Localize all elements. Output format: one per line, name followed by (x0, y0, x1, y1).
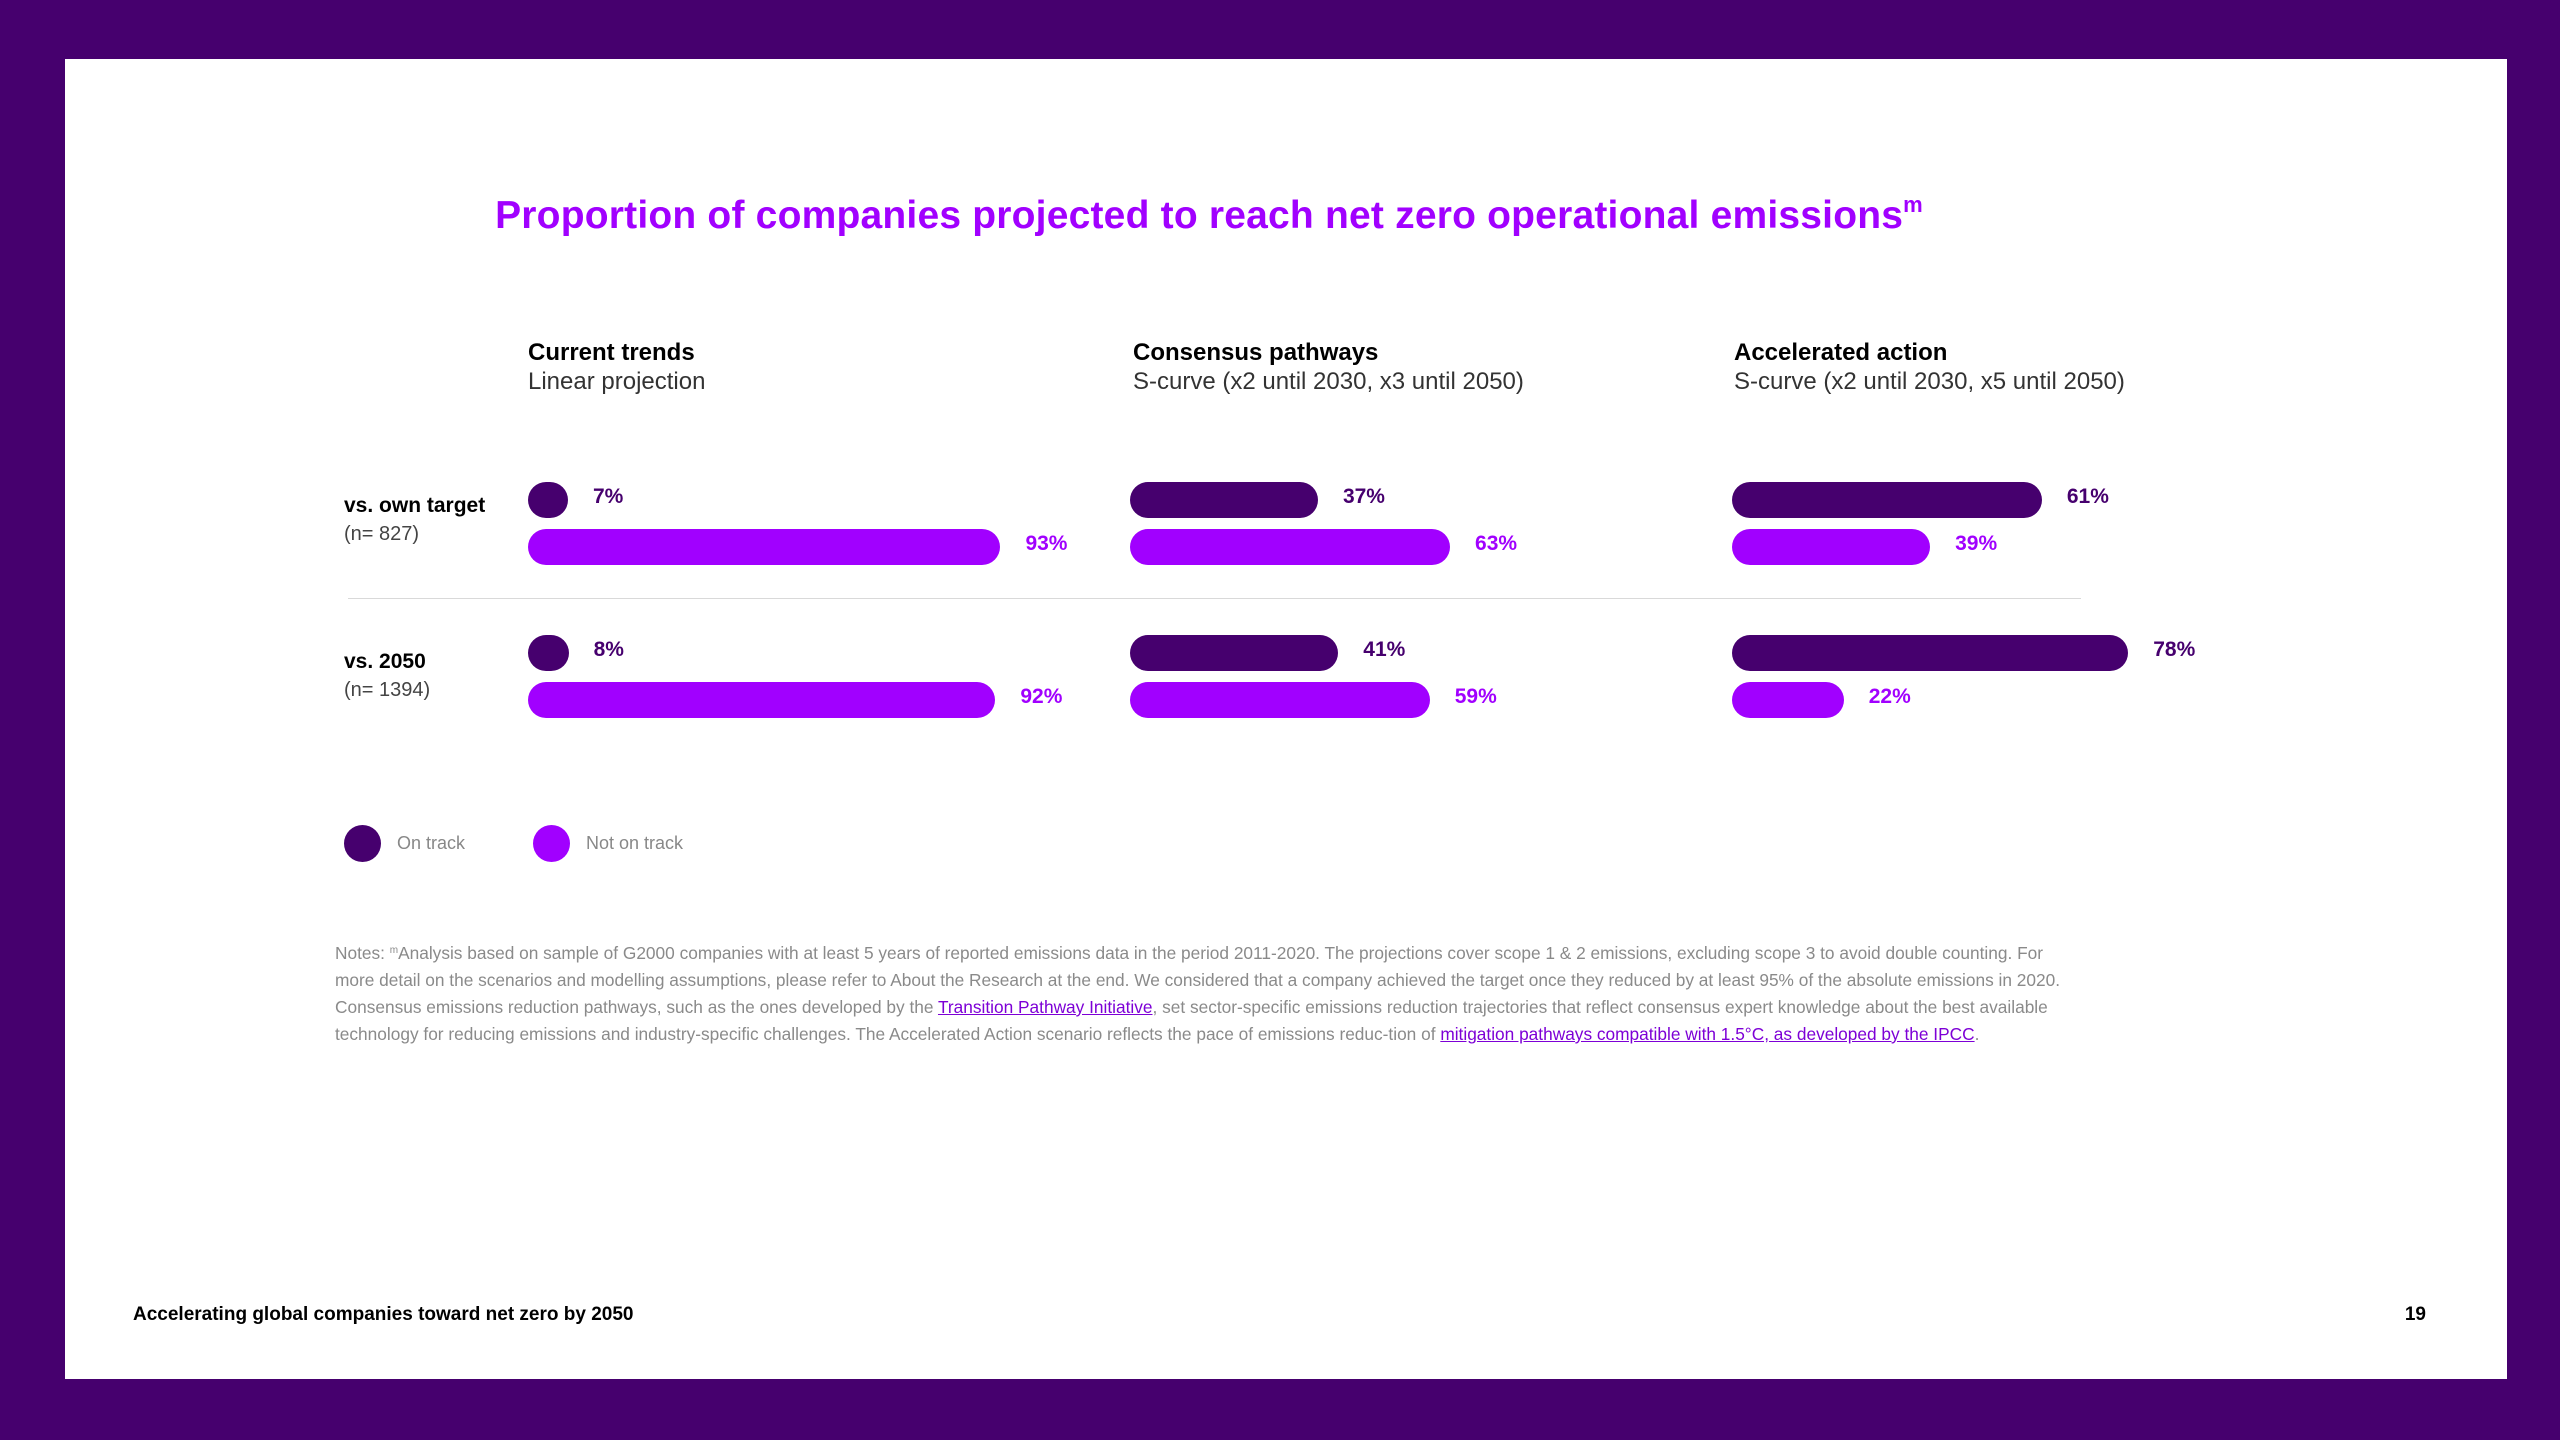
scenario-subtitle-accelerated-action: S-curve (x2 until 2030, x5 until 2050) (1734, 368, 2125, 395)
scenario-subtitle-consensus-pathways: S-curve (x2 until 2030, x3 until 2050) (1133, 368, 1524, 395)
row-label-own-target: vs. own target (344, 494, 486, 517)
bar-not-on-track-s1-r2 (528, 682, 996, 718)
bar-on-track-s3-r2 (1732, 635, 2129, 671)
row-divider (348, 598, 2081, 599)
row-n-own-target: (n= 827) (344, 523, 420, 545)
scenario-subtitle-current-trends: Linear projection (528, 368, 706, 395)
bar-not-on-track-s2-r2 (1130, 682, 1430, 718)
notes-text: Notes: mAnalysis based on sample of G200… (335, 943, 2061, 1044)
link-ipcc-mitigation-pathways[interactable]: mitigation pathways compatible with 1.5°… (1440, 1024, 1975, 1044)
data-label-on-track-s2-r1: 37% (1342, 485, 1385, 508)
legend-label-not-on-track: Not on track (586, 833, 684, 853)
page-number: 19 (2404, 1304, 2426, 1325)
legend-swatch-not-on-track (533, 825, 570, 862)
bar-on-track-s3-r1 (1732, 482, 2042, 518)
data-label-not-on-track-s1-r1: 93% (1025, 532, 1068, 555)
data-label-not-on-track-s1-r2: 92% (1020, 685, 1063, 708)
scenario-title-current-trends: Current trends (528, 339, 695, 366)
bar-not-on-track-s2-r1 (1130, 529, 1451, 565)
data-label-on-track-s1-r2: 8% (593, 638, 624, 661)
data-label-on-track-s1-r1: 7% (593, 485, 624, 508)
bar-not-on-track-s1-r1 (528, 529, 1001, 565)
bar-not-on-track-s3-r1 (1732, 529, 1931, 565)
bar-on-track-s2-r1 (1130, 482, 1318, 518)
data-label-on-track-s3-r1: 61% (2066, 485, 2109, 508)
row-label-2050: vs. 2050 (344, 650, 426, 673)
bar-on-track-s1-r2 (528, 635, 569, 671)
scenario-title-consensus-pathways: Consensus pathways (1133, 339, 1379, 366)
data-label-on-track-s2-r2: 41% (1363, 638, 1406, 661)
data-label-not-on-track-s2-r1: 63% (1475, 532, 1518, 555)
slide-page (65, 59, 2507, 1379)
data-label-on-track-s3-r2: 78% (2153, 638, 2196, 661)
footer-report-title: Accelerating global companies toward net… (133, 1304, 634, 1325)
row-n-2050: (n= 1394) (344, 679, 431, 701)
data-label-not-on-track-s3-r1: 39% (1955, 532, 1998, 555)
data-label-not-on-track-s3-r2: 22% (1868, 685, 1911, 708)
data-label-not-on-track-s2-r2: 59% (1454, 685, 1497, 708)
legend-label-on-track: On track (397, 833, 466, 853)
bar-on-track-s1-r1 (528, 482, 568, 518)
bar-on-track-s2-r2 (1130, 635, 1339, 671)
chart-title: Proportion of companies projected to rea… (495, 192, 1923, 237)
scenario-title-accelerated-action: Accelerated action (1734, 339, 1948, 366)
bar-not-on-track-s3-r2 (1732, 682, 1844, 718)
link-transition-pathway-initiative[interactable]: Transition Pathway Initiative (937, 997, 1153, 1017)
legend-swatch-on-track (344, 825, 381, 862)
